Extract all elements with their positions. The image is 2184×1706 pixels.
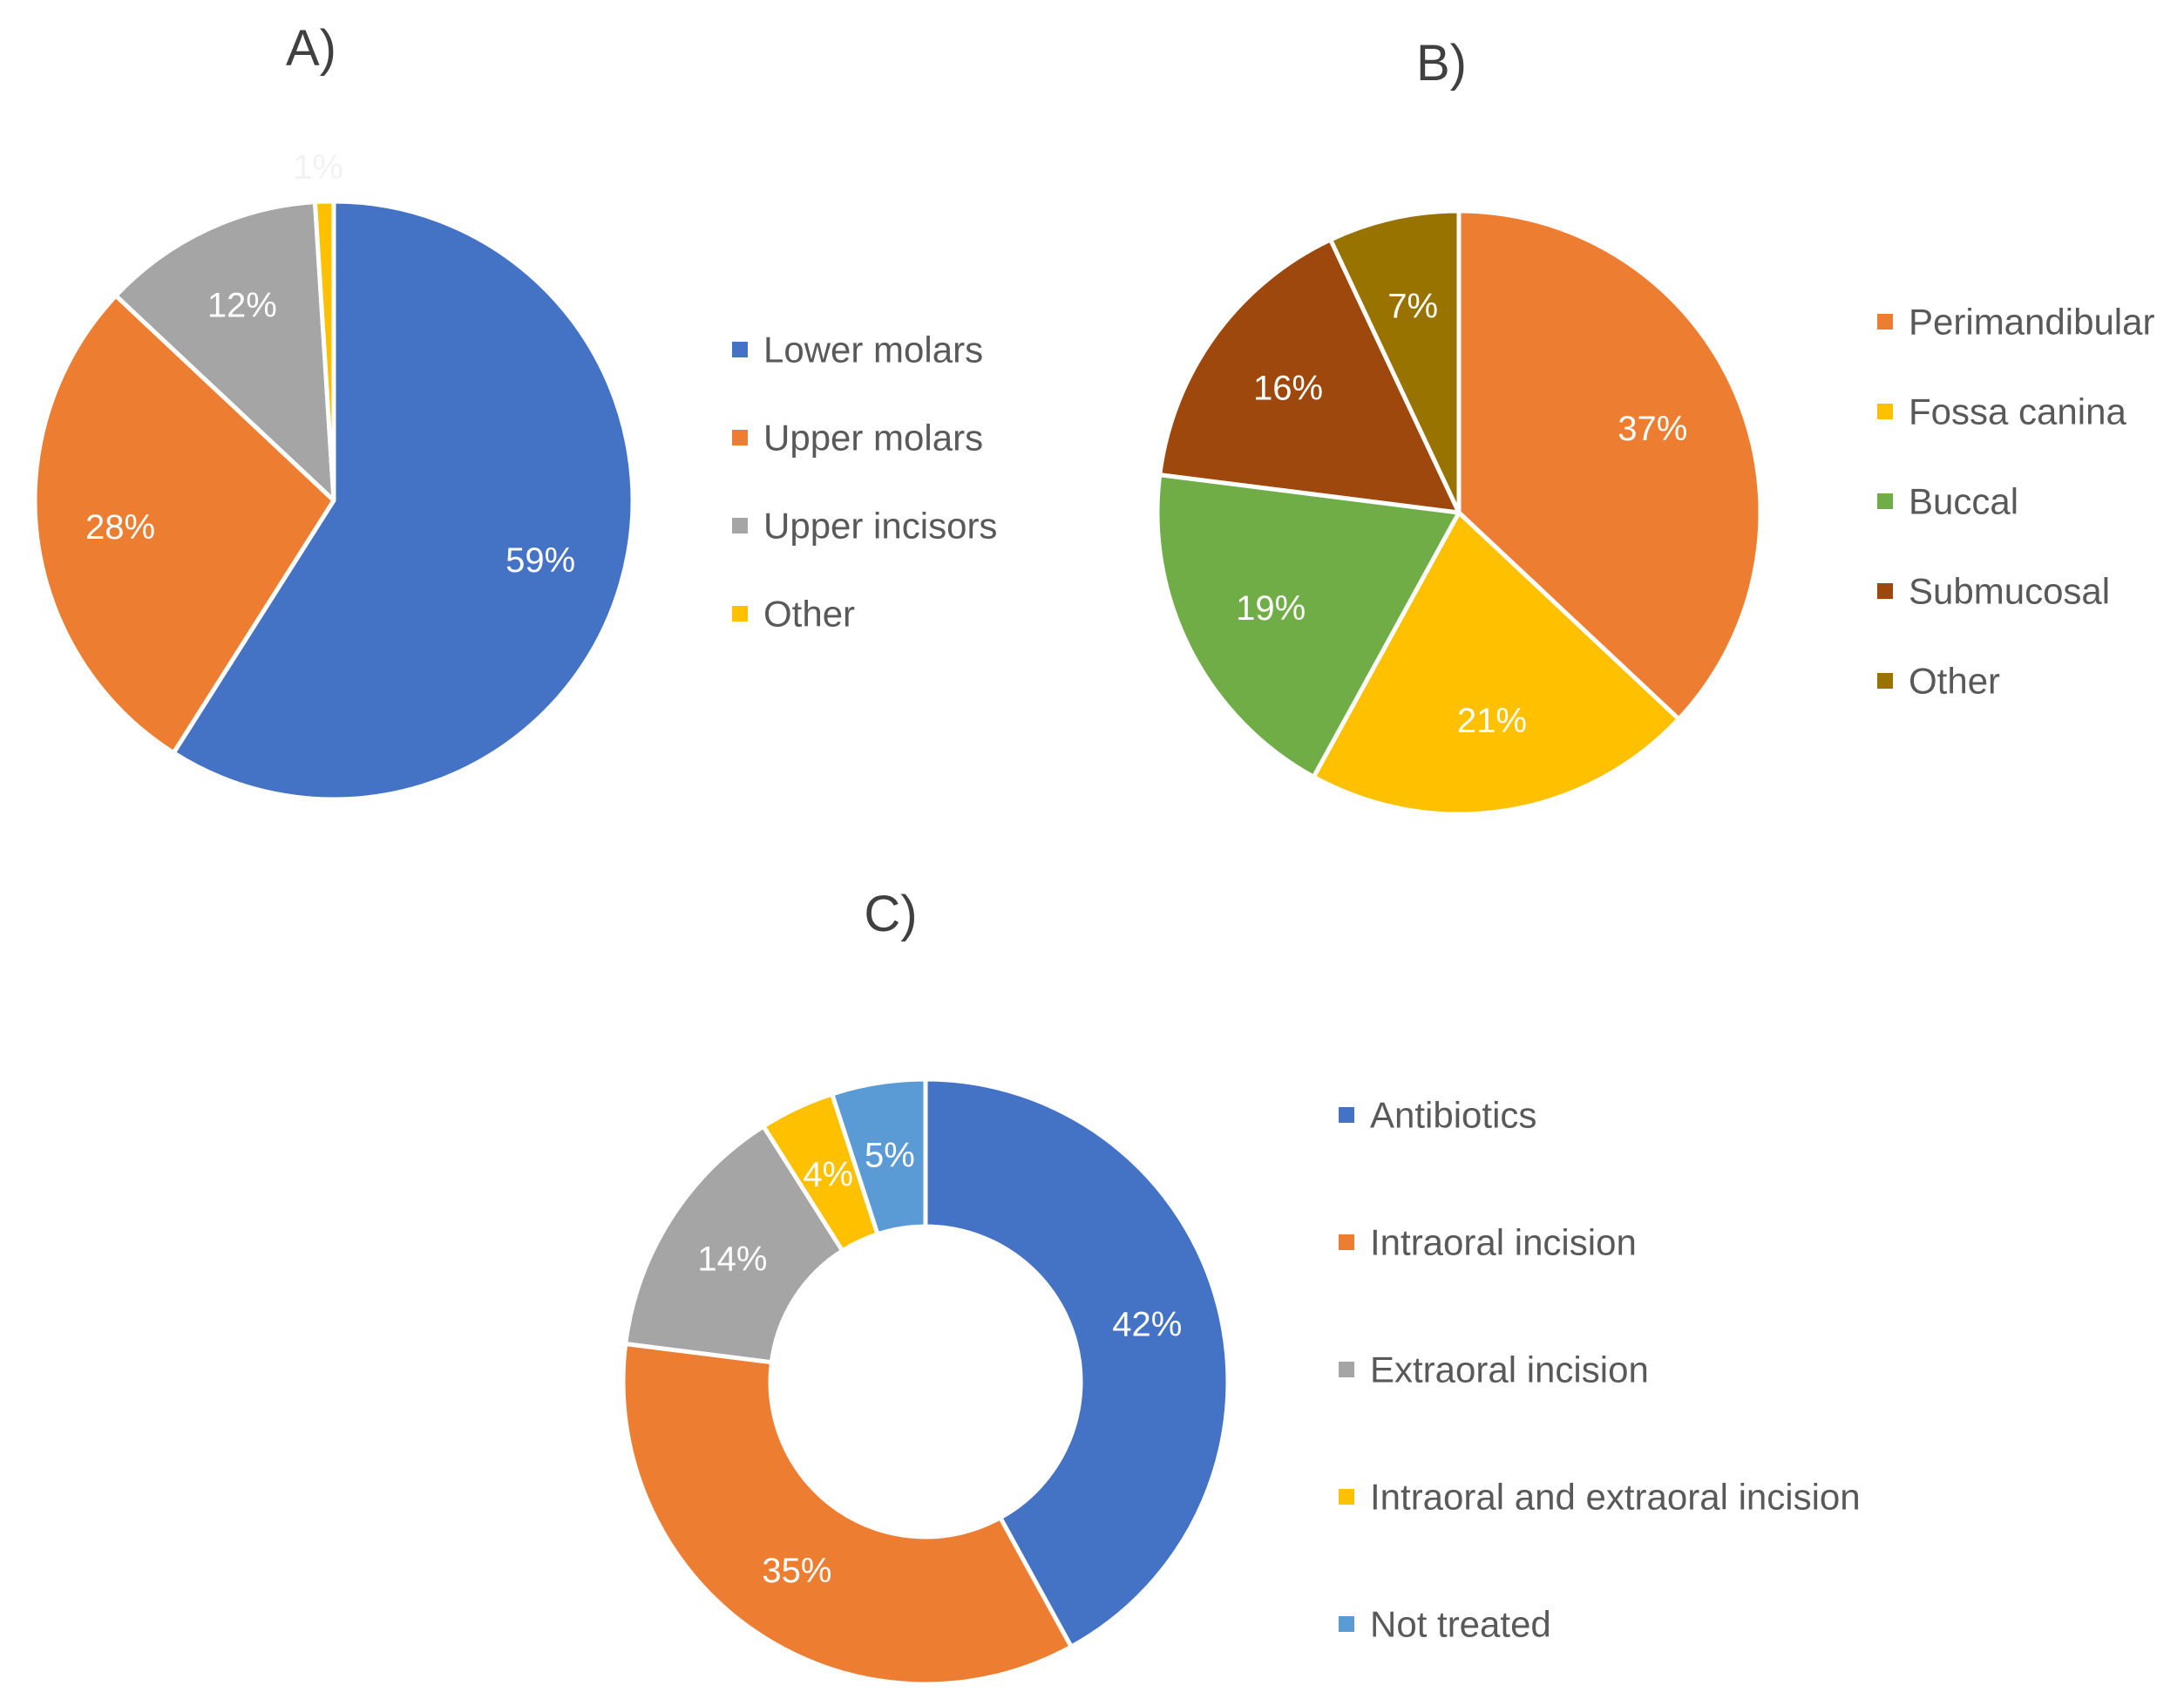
slice-intraoral-incision bbox=[621, 1342, 1074, 1687]
legend-swatch-antibiotics bbox=[1339, 1107, 1354, 1123]
legend: Lower molars Upper molars Upper incisors Ot… bbox=[732, 330, 997, 635]
legend-label-buccal: Buccal bbox=[1909, 481, 2018, 522]
legend-swatch-upper-incisors bbox=[732, 518, 748, 534]
legend-label-antibiotics: Antibiotics bbox=[1370, 1095, 1536, 1136]
legend-swatch-extraoral-incision bbox=[1339, 1362, 1354, 1377]
legend-swatch-buccal bbox=[1877, 493, 1893, 509]
legend-label-lower-molars: Lower molars bbox=[763, 330, 983, 370]
data-label-lower-molars: 59% bbox=[505, 541, 575, 580]
data-label-other: 7% bbox=[1387, 288, 1438, 326]
slice-other bbox=[1328, 208, 1462, 515]
data-label-buccal: 19% bbox=[1236, 589, 1306, 628]
legend-swatch-fossa-canina bbox=[1877, 404, 1893, 419]
legend-swatch-not-treated bbox=[1339, 1616, 1354, 1632]
chart-title: C) bbox=[864, 886, 917, 942]
legend-label-fossa-canina: Fossa canina bbox=[1909, 391, 2126, 432]
slice-upper-incisors bbox=[113, 200, 336, 503]
data-label-upper-molars: 28% bbox=[85, 508, 155, 547]
legend-label-extraoral-incision: Extraoral incision bbox=[1370, 1349, 1649, 1390]
data-label-intraoral-incision: 35% bbox=[762, 1552, 831, 1590]
legend-swatch-lower-molars bbox=[732, 342, 748, 357]
slice-not-treated bbox=[830, 1077, 928, 1237]
data-label-extraoral-incision: 14% bbox=[697, 1240, 767, 1278]
data-label-submucosal: 16% bbox=[1253, 370, 1323, 408]
slice-extraoral-incision bbox=[623, 1124, 845, 1365]
data-label-antibiotics: 42% bbox=[1112, 1306, 1182, 1344]
slice-fossa-canina bbox=[1311, 510, 1681, 817]
legend-label-intraoral-and-extraoral-incision: Intraoral and extraoral incision bbox=[1370, 1477, 1861, 1518]
legend-label-other: Other bbox=[1909, 661, 2000, 702]
slice-submucosal bbox=[1157, 237, 1462, 515]
data-label-upper-incisors: 12% bbox=[207, 287, 277, 325]
chart-b: B) 37% 21% 19% 16% 7% Perimandibular Fossa cani… bbox=[1155, 35, 2154, 817]
slice-antibiotics bbox=[923, 1077, 1231, 1649]
slice-lower-molars bbox=[171, 199, 635, 802]
slice-buccal bbox=[1155, 472, 1462, 779]
legend-swatch-perimandibular bbox=[1877, 314, 1893, 330]
chart-title: B) bbox=[1416, 35, 1467, 92]
legend-swatch-other bbox=[1877, 673, 1893, 689]
legend-swatch-intraoral-and-extraoral-incision bbox=[1339, 1489, 1354, 1505]
data-label-perimandibular: 37% bbox=[1618, 410, 1687, 448]
data-label-other: 1% bbox=[293, 148, 343, 187]
slice-other bbox=[312, 199, 336, 503]
legend-label-upper-molars: Upper molars bbox=[763, 418, 983, 459]
slice-upper-molars bbox=[32, 293, 336, 756]
chart-c: C) 42% 35% 14% 4% 5% Antibiotics Intraoral inci… bbox=[621, 886, 1861, 1687]
legend-label-upper-incisors: Upper incisors bbox=[763, 506, 997, 547]
legend-label-submucosal: Submucosal bbox=[1909, 571, 2110, 612]
legend-label-perimandibular: Perimandibular bbox=[1909, 302, 2154, 343]
data-label-fossa-canina: 21% bbox=[1457, 702, 1527, 740]
legend-label-intraoral-incision: Intraoral incision bbox=[1370, 1222, 1637, 1263]
legend-swatch-intraoral-incision bbox=[1339, 1234, 1354, 1250]
data-label-not-treated: 5% bbox=[865, 1137, 915, 1175]
slice-perimandibular bbox=[1456, 208, 1763, 722]
legend-label-other: Other bbox=[763, 594, 855, 635]
data-label-intraoral-and-extraoral-incision: 4% bbox=[803, 1155, 853, 1193]
legend: Antibiotics Intraoral incision Extraoral i… bbox=[1339, 1095, 1861, 1645]
legend-swatch-submucosal bbox=[1877, 583, 1893, 599]
legend-label-not-treated: Not treated bbox=[1370, 1604, 1551, 1645]
legend-swatch-other bbox=[732, 606, 748, 622]
legend-swatch-upper-molars bbox=[732, 430, 748, 445]
legend: Perimandibular Fossa canina Buccal Submucos… bbox=[1877, 302, 2154, 702]
chart-title: A) bbox=[286, 20, 336, 77]
chart-a: A) 59% 28% 12% 1% Lower molars Upper molars Upp… bbox=[32, 20, 997, 802]
